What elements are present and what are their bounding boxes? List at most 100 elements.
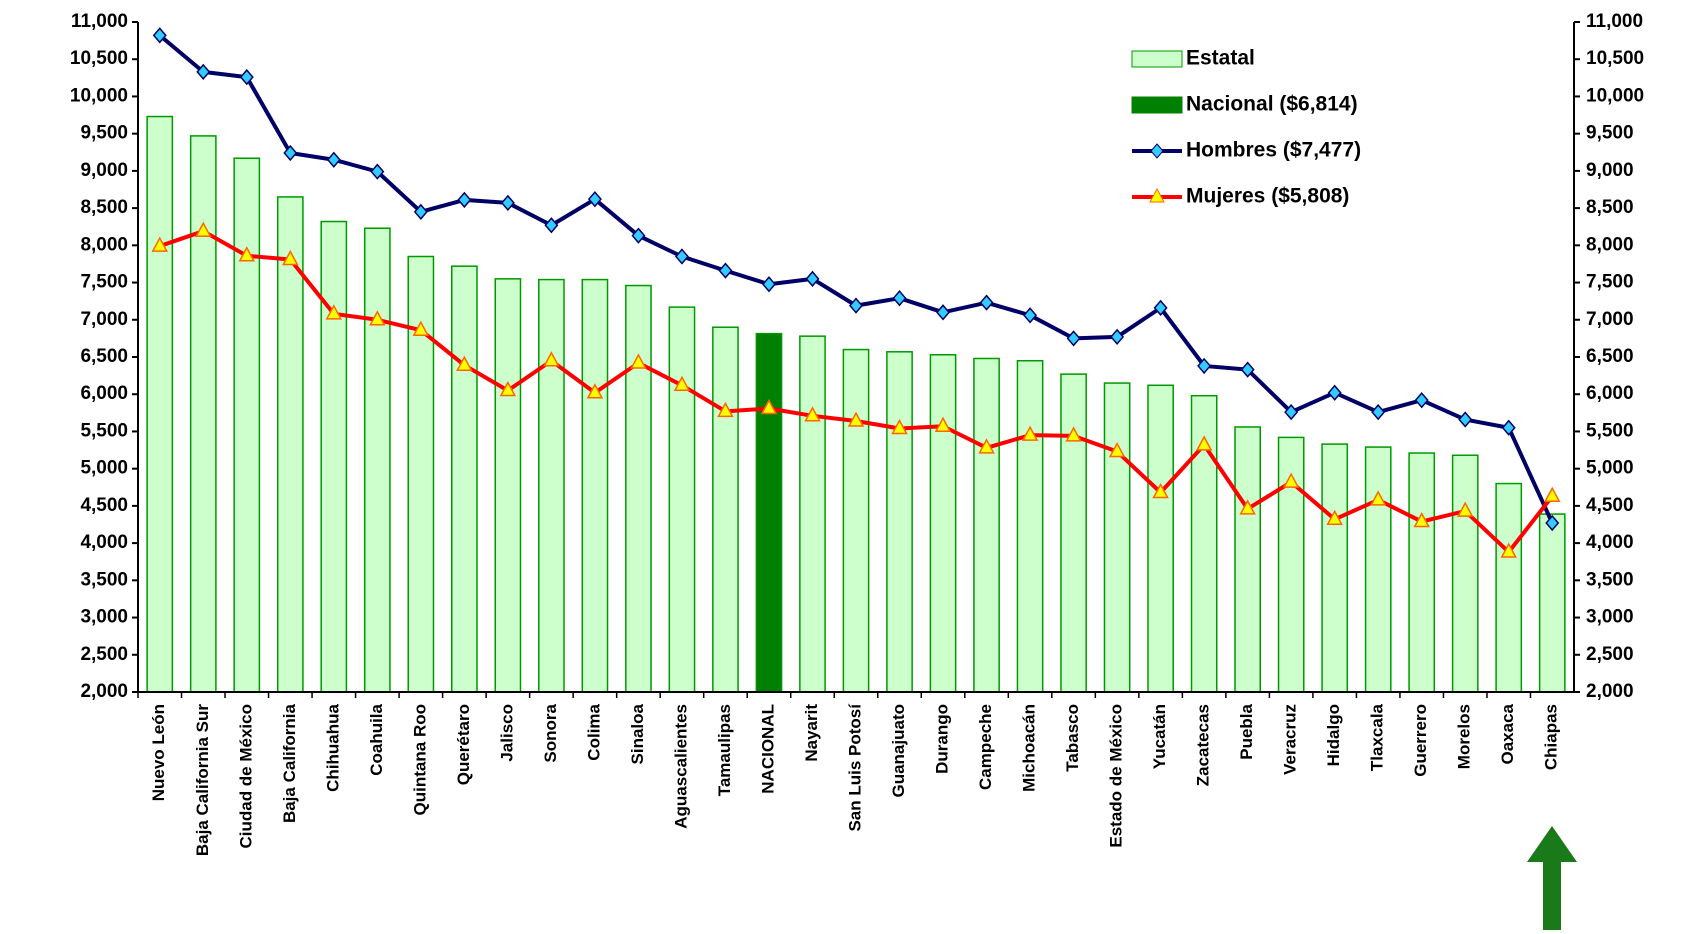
- legend-label: Mujeres ($5,808): [1186, 185, 1349, 208]
- y-tick-label: 6,500: [80, 346, 128, 367]
- bar: [1538, 513, 1566, 693]
- marker: [326, 151, 341, 168]
- bar: [625, 284, 652, 693]
- y-tick-label: 9,500: [80, 123, 128, 144]
- marker: [1369, 490, 1387, 506]
- marker: [630, 353, 647, 369]
- y-tick-label: 5,000: [80, 458, 128, 479]
- marker: [195, 221, 212, 237]
- marker: [1284, 403, 1299, 421]
- marker: [760, 398, 778, 415]
- bar: [973, 357, 1000, 693]
- bar: [1103, 382, 1131, 693]
- x-tick-label: Sonora: [541, 703, 560, 762]
- marker: [1066, 330, 1081, 347]
- marker: [413, 203, 428, 220]
- y-tick-label: 10,000: [70, 85, 128, 106]
- marker: [718, 262, 733, 279]
- y2-tick-label: 10,500: [1586, 48, 1644, 69]
- y2-tick-label: 2,500: [1586, 644, 1634, 665]
- y-tick-label: 11,000: [71, 11, 128, 32]
- y-tick-label: 2,000: [80, 681, 128, 702]
- x-tick-label: Coahuila: [367, 703, 386, 775]
- y2-tick-label: 6,000: [1586, 383, 1634, 404]
- bar: [712, 326, 739, 693]
- marker: [936, 304, 951, 321]
- y-tick-label: 8,000: [80, 234, 128, 255]
- marker: [1327, 384, 1342, 401]
- bar: [233, 157, 261, 693]
- marker: [674, 248, 689, 265]
- marker: [1110, 328, 1125, 346]
- bar: [1408, 452, 1436, 693]
- x-tick-label: Nayarit: [802, 704, 821, 762]
- x-tick-label: Baja California Sur: [193, 704, 212, 856]
- x-tick-label: Michoacán: [1020, 704, 1039, 792]
- marker: [543, 351, 560, 367]
- y2-tick-label: 5,500: [1586, 420, 1634, 441]
- y2-tick-label: 9,000: [1586, 160, 1634, 181]
- x-tick-label: Baja California: [280, 703, 299, 823]
- y2-tick-label: 8,500: [1586, 197, 1634, 218]
- marker: [1240, 361, 1255, 378]
- marker: [1501, 419, 1516, 436]
- marker: [1414, 392, 1429, 409]
- marker: [1326, 509, 1343, 526]
- y-tick-label: 6,000: [80, 383, 128, 404]
- y2-tick-label: 4,500: [1586, 495, 1634, 516]
- x-tick-label: Nuevo León: [149, 704, 168, 801]
- y2-tick-label: 4,000: [1586, 532, 1634, 553]
- y2-tick-label: 2,000: [1586, 681, 1634, 702]
- x-tick-label: Oaxaca: [1498, 703, 1517, 764]
- y-tick-label: 3,000: [80, 607, 128, 628]
- bar: [1495, 482, 1523, 693]
- marker: [152, 27, 167, 44]
- marker: [1153, 299, 1168, 317]
- marker: [587, 191, 602, 208]
- x-tick-label: Estado de México: [1107, 704, 1126, 848]
- marker: [1197, 357, 1212, 375]
- marker: [849, 297, 863, 314]
- marker: [717, 401, 734, 418]
- y2-tick-label: 6,500: [1586, 346, 1634, 367]
- marker: [1456, 501, 1474, 517]
- bar: [538, 278, 565, 693]
- y2-tick-label: 3,500: [1586, 569, 1634, 590]
- marker: [805, 270, 820, 287]
- bar: [1016, 359, 1044, 693]
- marker: [370, 163, 385, 180]
- legend-marker: [1150, 143, 1164, 159]
- marker: [1065, 426, 1082, 442]
- x-tick-label: Chiapas: [1542, 704, 1561, 770]
- marker: [1195, 435, 1213, 451]
- marker: [586, 383, 604, 399]
- x-tick-label: Colima: [584, 703, 603, 760]
- marker: [761, 276, 776, 293]
- bar: [886, 351, 913, 693]
- marker: [1543, 486, 1561, 502]
- y2-tick-label: 10,000: [1586, 85, 1644, 106]
- x-tick-label: Jalisco: [497, 704, 516, 762]
- marker: [369, 310, 386, 326]
- arrow: [1527, 826, 1577, 930]
- marker: [196, 63, 211, 81]
- marker: [891, 418, 908, 435]
- marker: [1152, 482, 1169, 499]
- legend-swatch: [1131, 96, 1183, 114]
- marker: [804, 406, 821, 422]
- x-tick-label: Querétaro: [454, 704, 473, 785]
- x-tick-label: Veracruz: [1281, 704, 1300, 775]
- x-tick-label: Morelos: [1455, 704, 1474, 769]
- marker: [978, 438, 995, 454]
- x-tick-label: Campeche: [976, 704, 995, 790]
- x-tick-label: Tlaxcala: [1368, 703, 1387, 771]
- bar: [581, 278, 609, 693]
- x-tick-label: Durango: [933, 704, 952, 774]
- marker: [457, 191, 472, 209]
- y-tick-label: 2,500: [80, 644, 128, 665]
- y-tick-label: 3,500: [80, 569, 128, 590]
- marker: [673, 375, 691, 392]
- y2-tick-label: 9,500: [1586, 123, 1634, 144]
- marker: [1108, 441, 1126, 458]
- bar: [189, 135, 217, 693]
